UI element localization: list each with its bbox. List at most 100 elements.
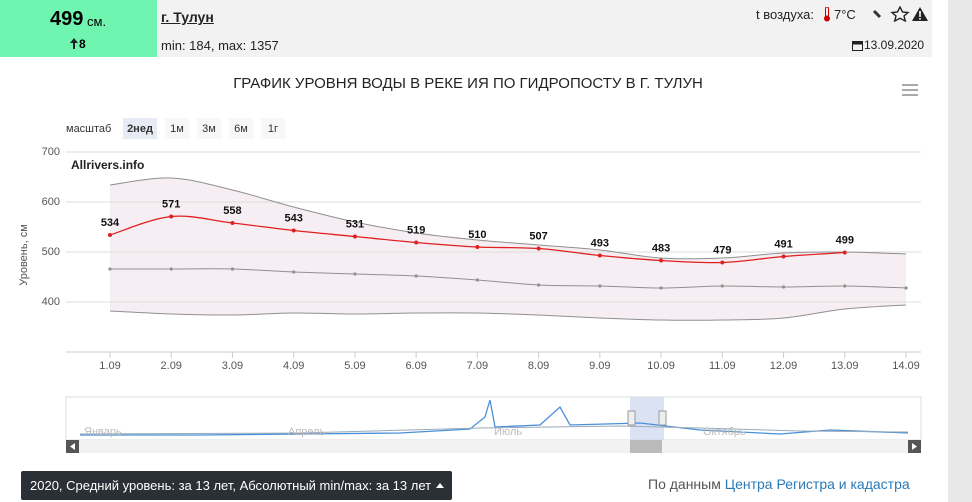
- point: [292, 270, 296, 274]
- range-button-label[interactable]: 6м: [234, 123, 248, 135]
- x-tick-label: 3.09: [222, 360, 243, 372]
- point: [720, 260, 725, 265]
- series-line: [109, 304, 907, 321]
- range-button-label[interactable]: 3м: [202, 123, 216, 135]
- level-unit: см.: [87, 14, 107, 29]
- data-label: 479: [713, 244, 731, 256]
- x-tick-label: 6.09: [405, 360, 426, 372]
- point: [843, 284, 847, 288]
- source-link[interactable]: Центра Регистра и кадастра: [724, 476, 910, 492]
- data-label: 507: [529, 230, 547, 242]
- up-arrow: [70, 38, 78, 49]
- point: [230, 267, 235, 271]
- source-prefix: По данным: [648, 476, 721, 492]
- range-button-label[interactable]: 1м: [170, 123, 184, 135]
- point: [537, 283, 541, 287]
- station-link[interactable]: г. Тулун: [161, 9, 214, 25]
- point: [904, 286, 908, 290]
- range-button[interactable]: [123, 118, 157, 139]
- x-tick-label: 7.09: [467, 360, 488, 372]
- scrollbar[interactable]: [948, 0, 972, 502]
- point: [659, 286, 663, 290]
- menu-icon[interactable]: [902, 84, 918, 96]
- air-label: t воздуха:: [756, 7, 815, 22]
- x-tick-label: 11.09: [709, 360, 736, 372]
- y-tick-label: 500: [42, 246, 60, 258]
- data-label: 510: [468, 229, 486, 241]
- y-tick-label: 600: [42, 196, 60, 208]
- point: [781, 254, 786, 259]
- x-tick-label: 12.09: [770, 360, 798, 372]
- range-button[interactable]: [261, 118, 285, 139]
- range-button[interactable]: [165, 118, 189, 139]
- point: [842, 250, 847, 255]
- range-button[interactable]: [229, 118, 253, 139]
- navigator-label: Октябрь: [703, 426, 746, 438]
- navigator-label: Апрель: [288, 426, 326, 438]
- navigator-label: Июль: [494, 426, 522, 438]
- series-line: [109, 177, 907, 260]
- point: [414, 240, 419, 245]
- point: [291, 228, 296, 233]
- data-label: 534: [101, 217, 120, 229]
- point: [781, 285, 786, 289]
- period-button[interactable]: 2020, Средний уровень: за 13 лет, Абсолю…: [21, 471, 452, 500]
- period-text: 2020, Средний уровень: за 13 лет, Абсолю…: [30, 478, 432, 493]
- point: [169, 214, 174, 219]
- navigator-label: Январь: [84, 426, 122, 438]
- point: [352, 234, 357, 239]
- data-label: 493: [591, 237, 609, 249]
- header-icons[interactable]: [872, 6, 930, 22]
- range-button-label[interactable]: 2нед: [127, 123, 153, 135]
- data-label: 491: [774, 238, 792, 250]
- series-line: [110, 268, 907, 289]
- x-tick-label: 5.09: [344, 360, 365, 372]
- scroll-thumb[interactable]: [630, 440, 662, 453]
- point: [414, 274, 418, 278]
- point: [659, 258, 664, 263]
- navigator-handle[interactable]: [627, 410, 636, 426]
- caret: [436, 483, 444, 488]
- x-tick-label: 14.09: [892, 360, 920, 372]
- data-label: 499: [836, 234, 854, 246]
- calendar-icon: [852, 41, 863, 51]
- chart-title: ГРАФИК УРОВНЯ ВОДЫ В РЕКЕ ИЯ ПО ГИДРОПОС…: [233, 75, 703, 92]
- point: [536, 246, 541, 251]
- data-label: 571: [162, 198, 180, 210]
- range-band: [110, 177, 906, 321]
- level-value: 499: [50, 8, 84, 30]
- point: [475, 278, 479, 282]
- level-box: 499 см. 8: [0, 0, 157, 57]
- data-label: 543: [285, 212, 303, 224]
- minmax: min: 184, max: 1357: [161, 38, 279, 53]
- navigator-line: [79, 425, 909, 435]
- point: [598, 284, 602, 288]
- y-axis-title: Уровень, см: [18, 224, 30, 286]
- y-tick-label: 400: [42, 296, 60, 308]
- air-temp: 7°C: [834, 7, 856, 22]
- range-button[interactable]: [197, 118, 221, 139]
- data-label: 483: [652, 242, 670, 254]
- x-tick-label: 9.09: [589, 360, 610, 372]
- point: [353, 272, 357, 276]
- range-button-label[interactable]: 1г: [268, 123, 278, 135]
- navigator-selection[interactable]: [630, 397, 664, 440]
- thermometer-icon: [824, 7, 830, 22]
- date: 13.09.2020: [864, 38, 925, 52]
- point: [108, 233, 112, 237]
- point: [720, 284, 724, 288]
- point: [108, 267, 112, 271]
- watermark: Allrivers.info: [71, 158, 144, 172]
- x-tick-label: 10.09: [647, 360, 675, 372]
- navigator-handle[interactable]: [658, 410, 667, 426]
- x-tick-label: 13.09: [831, 360, 859, 372]
- x-tick-label: 8.09: [528, 360, 549, 372]
- chart: ГРАФИК УРОВНЯ ВОДЫ В РЕКЕ ИЯ ПО ГИДРОПОС…: [18, 75, 922, 453]
- nav-scrollbar[interactable]: [66, 440, 921, 453]
- source: По данным Центра Регистра и кадастра: [648, 476, 910, 492]
- point: [230, 221, 235, 225]
- y-tick-label: 700: [42, 146, 60, 158]
- point: [475, 245, 480, 249]
- point: [597, 253, 602, 258]
- x-tick-label: 2.09: [161, 360, 182, 372]
